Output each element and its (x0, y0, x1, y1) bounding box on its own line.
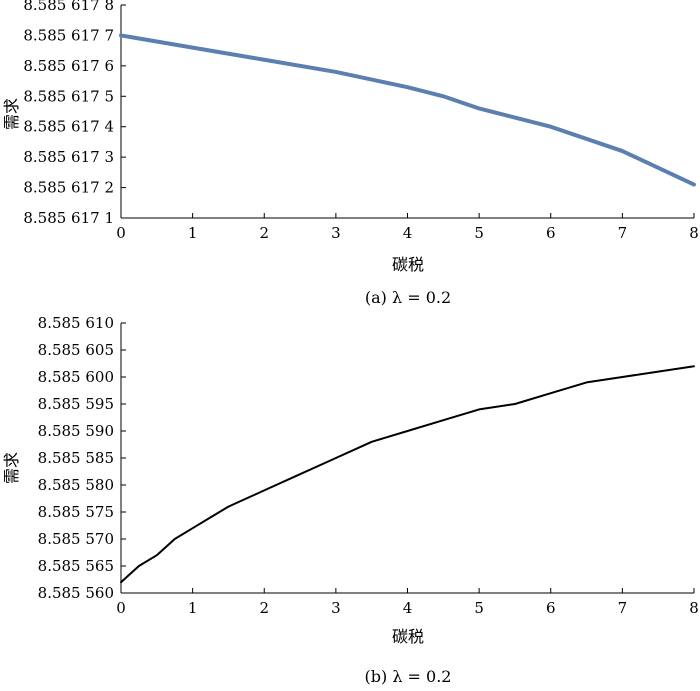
chart-a-x-tick-label: 6 (546, 224, 556, 242)
chart-b-x-tick-label: 1 (188, 599, 198, 617)
chart-a-x-tick-label: 5 (474, 224, 484, 242)
chart-b-x-tick-label: 4 (403, 599, 413, 617)
chart-a-caption: (a) λ = 0.2 (365, 288, 451, 307)
chart-b-y-tick-label: 8.585 570 (38, 530, 114, 548)
chart-a-x-tick-label: 0 (116, 224, 126, 242)
chart-a-y-tick-label: 8.585 617 3 (23, 148, 114, 166)
chart-a-x-axis-label: 碳税 (392, 255, 424, 274)
chart-b-y-tick-label: 8.585 560 (38, 584, 114, 602)
chart-b-y-tick-label: 8.585 585 (38, 449, 114, 467)
chart-b-x-tick-label: 5 (474, 599, 484, 617)
chart-a-x-tick-label: 3 (331, 224, 341, 242)
chart-a-x-tick-label: 4 (403, 224, 413, 242)
chart-b-y-tick-label: 8.585 595 (38, 395, 114, 413)
chart-a-y-tick-label: 8.585 617 4 (23, 118, 114, 136)
chart-a-y-tick-label: 8.585 617 5 (23, 87, 114, 105)
chart-a-x-tick-label: 8 (689, 224, 699, 242)
chart-b-y-axis-label: 需求 (2, 452, 21, 484)
chart-a-y-tick-label: 8.585 617 7 (23, 26, 114, 44)
chart-b-x-tick-label: 2 (259, 599, 269, 617)
chart-b-caption: (b) λ = 0.2 (365, 667, 452, 686)
chart-b-series-line (120, 365, 695, 584)
chart-b-x-ticks: 0 1 2 3 4 5 6 7 8 (116, 588, 699, 617)
chart-b-y-tick-label: 8.585 575 (38, 503, 114, 521)
chart-b-y-tick-label: 8.585 610 (38, 314, 114, 332)
chart-b-x-tick-label: 0 (116, 599, 126, 617)
chart-b-x-tick-label: 6 (546, 599, 556, 617)
chart-a-y-tick-label: 8.585 617 2 (23, 179, 114, 197)
chart-a-x-tick-label: 7 (618, 224, 628, 242)
chart-a-y-axis-label: 需求 (2, 98, 21, 130)
chart-b-y-tick-label: 8.585 580 (38, 476, 114, 494)
chart-b-y-tick-label: 8.585 565 (38, 557, 114, 575)
chart-a-x-tick-label: 1 (188, 224, 198, 242)
chart-a-series-line (119, 33, 696, 187)
chart-b-y-tick-label: 8.585 600 (38, 368, 114, 386)
chart-b-y-tick-label: 8.585 590 (38, 422, 114, 440)
chart-a-y-tick-label: 8.585 617 1 (23, 209, 114, 227)
chart-a-y-ticks: 8.585 617 1 8.585 617 2 8.585 617 3 8.585 6… (23, 0, 126, 227)
chart-b-y-tick-label: 8.585 605 (38, 341, 114, 359)
chart-b-x-tick-label: 7 (618, 599, 628, 617)
chart-a-y-tick-label: 8.585 617 6 (23, 57, 114, 75)
chart-b-x-tick-label: 8 (689, 599, 699, 617)
chart-a-x-ticks: 0 1 2 3 4 5 6 7 8 (116, 213, 699, 242)
chart-b-x-tick-label: 3 (331, 599, 341, 617)
chart-b-x-axis-label: 碳税 (392, 627, 424, 646)
chart-a-y-tick-label: 8.585 617 8 (23, 0, 114, 14)
chart-b-y-ticks: 8.585 560 8.585 565 8.585 570 8.585 575 8.58… (38, 314, 126, 602)
chart-a-x-tick-label: 2 (259, 224, 269, 242)
